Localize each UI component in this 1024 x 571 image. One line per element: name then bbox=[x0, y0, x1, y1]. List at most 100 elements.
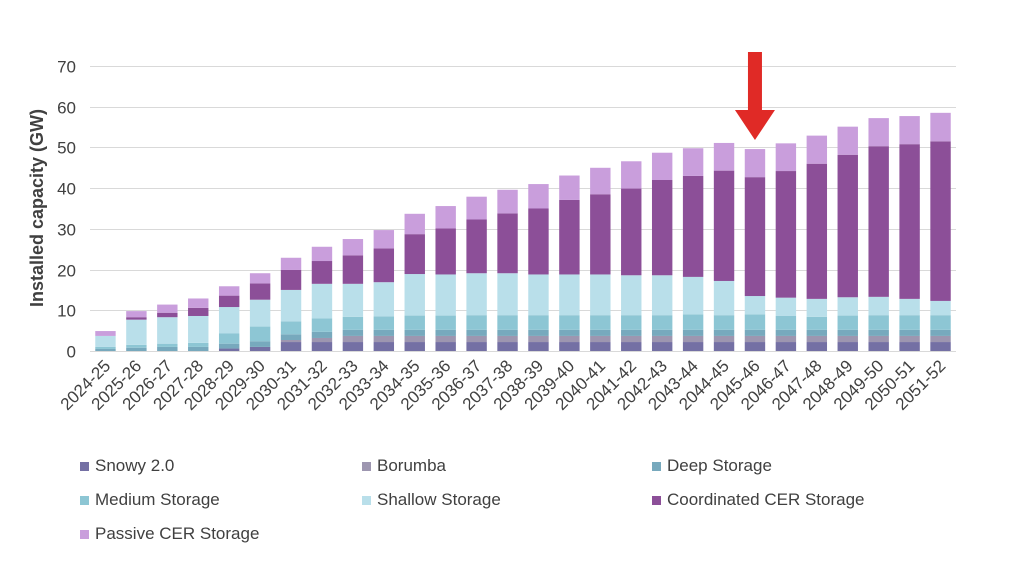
bar-segment bbox=[249, 299, 271, 327]
bar-segment bbox=[590, 315, 611, 330]
bar-segment bbox=[899, 342, 920, 351]
bar-segment bbox=[713, 280, 735, 316]
bar-segment bbox=[466, 219, 487, 274]
bar-segment bbox=[404, 213, 425, 235]
bar-segment bbox=[95, 346, 116, 349]
bar-segment bbox=[435, 342, 456, 351]
bar-segment bbox=[775, 143, 797, 172]
bar-segment bbox=[126, 317, 147, 320]
bar-segment bbox=[280, 321, 302, 335]
bars bbox=[95, 112, 951, 351]
bar-segment bbox=[95, 331, 116, 336]
bar-segment bbox=[95, 335, 116, 347]
bar-segment bbox=[806, 163, 828, 299]
bar-segment bbox=[682, 148, 704, 176]
bar-segment bbox=[806, 342, 828, 351]
bar-segment bbox=[682, 329, 704, 336]
bar-segment bbox=[868, 342, 889, 351]
bar-segment bbox=[559, 335, 580, 343]
gridlines bbox=[90, 66, 956, 311]
bar-segment bbox=[559, 315, 580, 330]
bar-segment bbox=[466, 196, 487, 220]
bar-segment bbox=[188, 307, 209, 316]
y-tick-label: 30 bbox=[57, 221, 76, 240]
bar-segment bbox=[373, 248, 395, 283]
bar-segment bbox=[713, 335, 735, 343]
bar-segment bbox=[775, 315, 797, 330]
bar-segment bbox=[249, 341, 271, 347]
bar-segment bbox=[280, 334, 302, 341]
bar-segment bbox=[280, 269, 302, 290]
bar-segment bbox=[373, 329, 395, 336]
bar-segment bbox=[157, 304, 178, 313]
bar-segment bbox=[435, 329, 456, 336]
bar-segment bbox=[899, 298, 920, 316]
bar-segment bbox=[899, 329, 920, 336]
y-tick-label: 50 bbox=[57, 139, 76, 158]
bar-segment bbox=[373, 230, 395, 249]
bar-segment bbox=[837, 126, 858, 155]
bar-segment bbox=[744, 335, 766, 343]
bar-segment bbox=[590, 329, 611, 336]
bar-segment bbox=[497, 213, 518, 274]
bar-segment bbox=[775, 342, 797, 351]
bar-segment bbox=[930, 335, 951, 343]
bar-segment bbox=[775, 335, 797, 343]
bar-segment bbox=[899, 335, 920, 343]
bar-segment bbox=[930, 329, 951, 336]
bar-segment bbox=[157, 346, 178, 351]
bar-segment bbox=[806, 335, 828, 343]
bar-segment bbox=[651, 180, 673, 276]
bar-segment bbox=[713, 329, 735, 336]
bar-segment bbox=[497, 329, 518, 336]
bar-segment bbox=[311, 337, 333, 343]
bar-segment bbox=[280, 257, 302, 270]
bar-segment bbox=[342, 329, 364, 336]
bar-segment bbox=[868, 118, 889, 147]
bar-segment bbox=[373, 316, 395, 330]
bar-segment bbox=[930, 315, 951, 330]
y-tick-label: 20 bbox=[57, 262, 76, 281]
bar-segment bbox=[218, 307, 240, 334]
y-tick-label: 40 bbox=[57, 180, 76, 199]
bar-segment bbox=[497, 342, 518, 351]
bar-segment bbox=[218, 343, 240, 349]
bar-segment bbox=[930, 112, 951, 142]
bar-segment bbox=[590, 194, 611, 275]
bar-segment bbox=[280, 289, 302, 322]
bar-segment bbox=[157, 343, 178, 347]
bar-segment bbox=[744, 177, 766, 297]
bar-segment bbox=[744, 149, 766, 178]
bar-segment bbox=[806, 135, 828, 164]
bar-segment bbox=[157, 317, 178, 344]
bar-segment bbox=[868, 329, 889, 336]
bar-segment bbox=[126, 311, 147, 318]
bar-segment bbox=[280, 340, 302, 343]
bar-segment bbox=[95, 348, 116, 351]
bar-segment bbox=[899, 315, 920, 330]
bar-segment bbox=[837, 342, 858, 351]
bar-segment bbox=[651, 315, 673, 330]
bar-segment bbox=[497, 335, 518, 343]
bar-segment bbox=[837, 297, 858, 316]
bar-segment bbox=[188, 342, 209, 347]
x-axis-tick-labels: 2024-252025-262026-272027-282028-292029-… bbox=[57, 356, 950, 414]
bar-segment bbox=[837, 335, 858, 343]
bar-segment bbox=[868, 315, 889, 330]
bar-segment bbox=[559, 329, 580, 336]
bar-segment bbox=[342, 316, 364, 330]
bar-segment bbox=[311, 261, 333, 284]
bar-segment bbox=[713, 170, 735, 281]
bar-segment bbox=[342, 255, 364, 284]
bar-segment bbox=[713, 315, 735, 330]
bar-segment bbox=[651, 152, 673, 180]
bar-segment bbox=[806, 316, 828, 330]
bar-segment bbox=[435, 274, 456, 316]
bar-segment bbox=[837, 329, 858, 336]
bar-segment bbox=[559, 175, 580, 200]
bar-segment bbox=[435, 206, 456, 229]
bar-segment bbox=[682, 335, 704, 343]
bar-segment bbox=[806, 298, 828, 317]
bar-segment bbox=[126, 319, 147, 345]
